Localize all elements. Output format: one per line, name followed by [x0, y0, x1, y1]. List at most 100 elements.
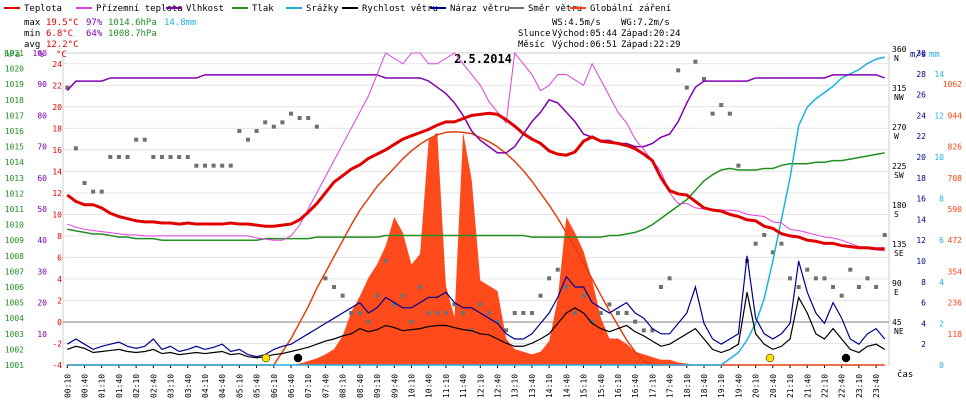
wind-direction-point [874, 285, 879, 289]
wind-direction-point [452, 302, 457, 307]
time-tick-label: 05:40 [253, 374, 262, 398]
wind-direction-point [443, 311, 448, 315]
radiation-tick: 354 [948, 267, 963, 276]
wind-speed-tick: 26 [916, 91, 926, 100]
wind-direction-point [271, 124, 276, 129]
wind-direction-point [211, 163, 216, 168]
wind-direction-point [125, 155, 130, 159]
stats-avg-label: avg [24, 40, 40, 50]
wind-direction-point [693, 59, 698, 64]
wind-direction-tick: 135 [892, 240, 907, 249]
humidity-tick: 100 [33, 49, 48, 58]
moonset-time: Západ:22:29 [621, 40, 681, 50]
wind-direction-point [831, 285, 836, 289]
sun-moon-markers [261, 353, 851, 363]
time-tick-label: 06:40 [287, 374, 296, 398]
radiation-tick: 590 [948, 205, 963, 214]
temperature-tick: 18 [52, 124, 62, 133]
wind-direction-point [839, 293, 844, 298]
wind-direction-point [349, 311, 354, 315]
wind-direction-point [228, 163, 233, 168]
pressure-tick: 1006 [5, 283, 24, 292]
moonrise-time: Východ:06:51 [552, 40, 617, 50]
pressure-tick: 1002 [5, 345, 24, 354]
wind-speed-tick: 18 [916, 174, 926, 183]
series-rychlost-vetru [67, 292, 886, 359]
legend-label: Globální záření [590, 4, 671, 14]
pressure-tick: 1009 [5, 236, 24, 245]
wind-direction-point [151, 155, 156, 159]
humidity-tick: 80 [37, 111, 47, 120]
stats-block: max 19.5°C 97% 1014.6hPa 14.8mm min 6.8°… [24, 18, 197, 50]
wind-speed-tick: 2 [921, 340, 926, 349]
rain-tick: 14 [934, 70, 944, 79]
wind-direction-point [598, 311, 603, 315]
legend-label: Přízemní teplota [96, 4, 183, 14]
wind-direction-point [340, 293, 345, 298]
wind-direction-label: W [894, 132, 899, 141]
wind-direction-point [788, 276, 793, 281]
time-tick-label: 22:10 [820, 374, 829, 398]
legend-label: Srážky [306, 4, 339, 14]
wind-speed-tick: 14 [916, 215, 926, 224]
wind-direction-point [667, 276, 672, 281]
wind-direction-point [779, 241, 784, 246]
time-tick-label: 01:40 [115, 374, 124, 398]
wind-direction-point [736, 163, 741, 168]
wind-direction-point [426, 311, 431, 315]
series-srazky [67, 56, 885, 366]
pressure-tick: 1018 [5, 96, 24, 105]
series-prizemni-teplota [67, 51, 885, 252]
wind-direction-point [435, 311, 440, 315]
wind-speed-tick: 22 [916, 132, 926, 141]
chart-title: 2.5.2014 [454, 52, 512, 66]
wind-speed-tick: 30 [916, 49, 926, 58]
wind-direction-point [727, 111, 732, 116]
wind-direction-point [762, 233, 767, 237]
wind-direction-point [555, 267, 560, 272]
rain-tick: 6 [939, 236, 944, 245]
wind-direction-point [245, 137, 250, 142]
temperature-tick: 22 [52, 81, 62, 90]
wind-direction-label: SE [894, 249, 904, 258]
time-tick-label: 00:40 [81, 374, 90, 398]
humidity-tick: 90 [37, 80, 47, 89]
time-tick-label: 17:40 [666, 374, 675, 398]
wind-unit: m/s [910, 50, 926, 60]
wind-speed-tick: 10 [916, 257, 926, 266]
wind-direction-point [400, 293, 405, 298]
time-tick-label: 21:40 [803, 374, 812, 398]
pressure-tick: 1013 [5, 174, 24, 183]
wind-direction-point [702, 77, 707, 81]
pressure-tick: 1010 [5, 221, 24, 230]
wind-direction-point [848, 267, 853, 272]
temperature-unit: °C [56, 50, 67, 60]
wind-direction-point [220, 163, 225, 168]
time-tick-label: 15:40 [597, 374, 606, 398]
wind-direction-point [633, 319, 638, 324]
wind-direction-tick: 225 [892, 162, 907, 171]
wind-direction-point [185, 155, 190, 159]
radiation-tick: 1062 [943, 80, 962, 89]
wind-speed-tick: 6 [921, 299, 926, 308]
pressure-tick: 1021 [5, 49, 24, 58]
legend: Teplota Přízemní teplota Vlhkost Tlak Srážky… [4, 4, 671, 14]
wind-speed-tick: 28 [916, 70, 926, 79]
wind-direction-point [108, 155, 113, 159]
pressure-tick: 1012 [5, 189, 24, 198]
stats-min-press: 1008.7hPa [108, 29, 157, 39]
rain-tick: 2 [939, 319, 944, 328]
time-tick-label: 00:10 [63, 374, 72, 398]
wind-direction-point [289, 111, 294, 116]
wind-direction-point [366, 319, 371, 324]
temperature-tick: 2 [57, 296, 62, 305]
temperature-tick: 10 [52, 210, 62, 219]
stats-max-temp: 19.5°C [46, 18, 79, 28]
wind-speed-tick: 8 [921, 278, 926, 287]
moonrise-marker [293, 353, 303, 363]
wind-direction-point [91, 189, 96, 194]
pressure-tick: 1014 [5, 158, 24, 167]
time-tick-label: 18:40 [700, 374, 709, 398]
time-tick-label: 03:10 [167, 374, 176, 398]
humidity-tick: 10 [37, 330, 47, 339]
